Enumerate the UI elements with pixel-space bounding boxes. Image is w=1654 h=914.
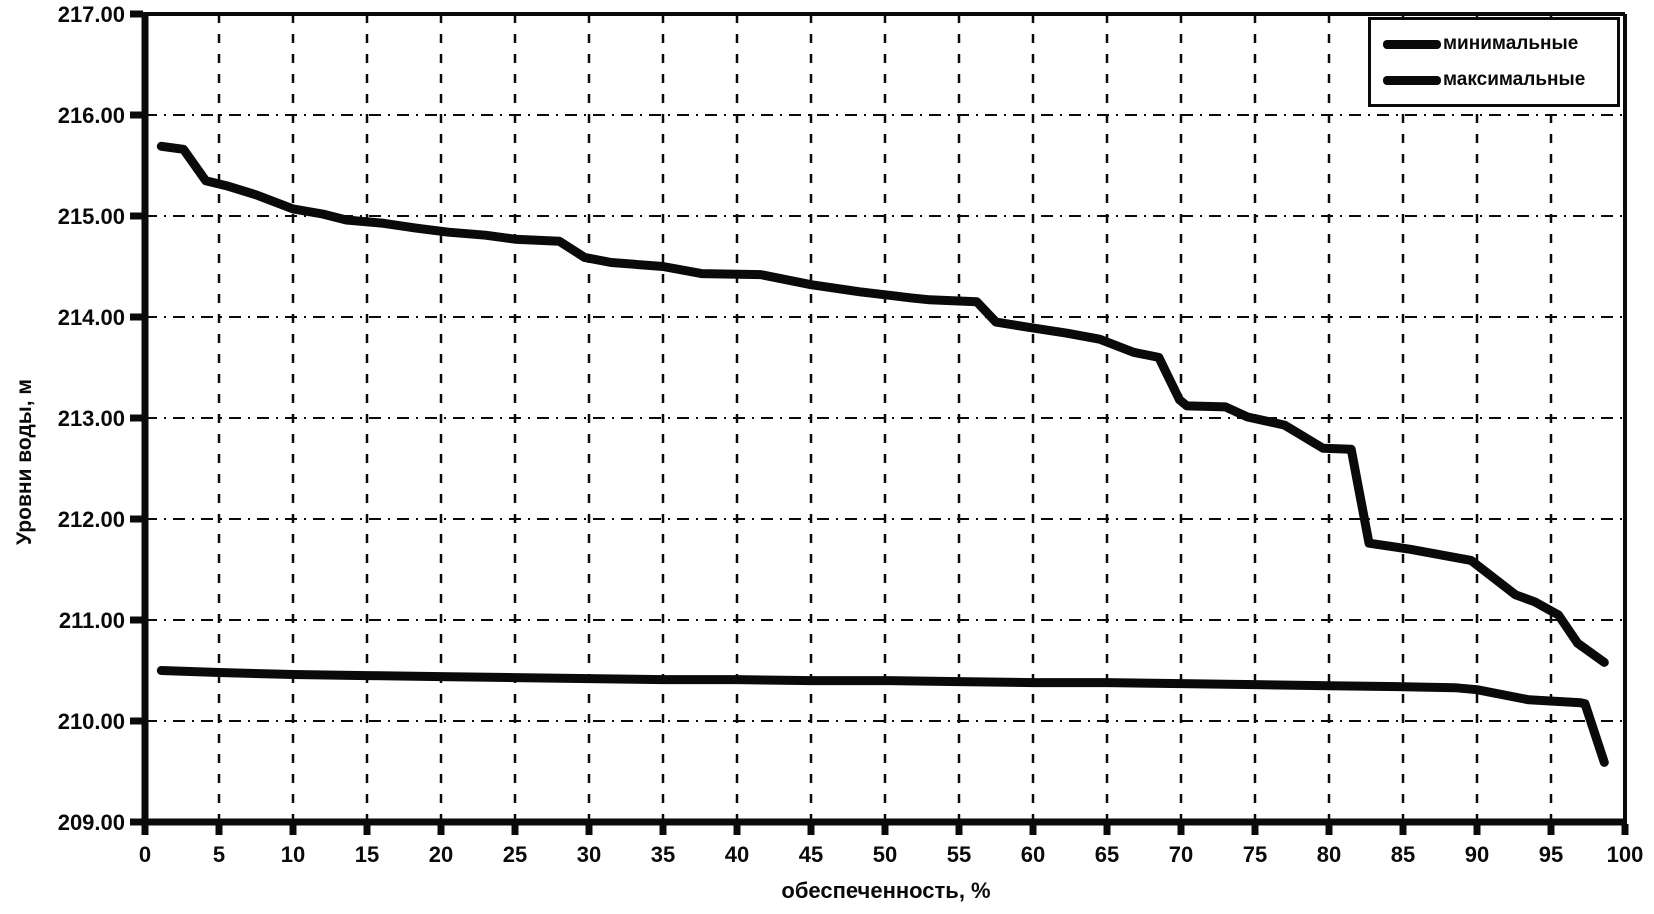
x-tick-label: 5 bbox=[213, 842, 225, 867]
x-tick-mark bbox=[215, 824, 223, 835]
x-tick-label: 55 bbox=[947, 842, 971, 867]
x-tick-mark bbox=[807, 824, 815, 835]
x-tick-label: 45 bbox=[799, 842, 823, 867]
x-tick-label: 60 bbox=[1021, 842, 1045, 867]
y-tick-label: 213.00 bbox=[58, 406, 125, 431]
y-tick-mark bbox=[130, 111, 143, 119]
series-line-minimum bbox=[156, 666, 1609, 767]
y-tick-label: 217.00 bbox=[58, 2, 125, 27]
y-tick-label: 210.00 bbox=[58, 709, 125, 734]
legend-item-minimum: минимальные bbox=[1383, 33, 1617, 55]
x-tick-label: 10 bbox=[281, 842, 305, 867]
x-tick-mark bbox=[1029, 824, 1037, 835]
legend-label-maximum: максимальные bbox=[1443, 69, 1586, 90]
x-tick-mark bbox=[659, 824, 667, 835]
y-tick-mark bbox=[130, 717, 143, 725]
x-tick-label: 25 bbox=[503, 842, 527, 867]
x-tick-mark bbox=[511, 824, 519, 835]
x-tick-label: 65 bbox=[1095, 842, 1119, 867]
x-tick-mark bbox=[733, 824, 741, 835]
legend: минимальные максимальные bbox=[1368, 17, 1620, 107]
series-line-maximum bbox=[156, 141, 1609, 667]
x-tick-mark bbox=[1325, 824, 1333, 835]
x-tick-mark bbox=[1473, 824, 1481, 835]
x-tick-mark bbox=[363, 824, 371, 835]
x-tick-label: 20 bbox=[429, 842, 453, 867]
x-tick-label: 35 bbox=[651, 842, 675, 867]
y-tick-label: 215.00 bbox=[58, 204, 125, 229]
y-tick-mark bbox=[130, 818, 143, 826]
x-tick-label: 50 bbox=[873, 842, 897, 867]
x-tick-label: 95 bbox=[1539, 842, 1563, 867]
y-tick-label: 216.00 bbox=[58, 103, 125, 128]
x-tick-label: 90 bbox=[1465, 842, 1489, 867]
legend-line-swatch-minimum bbox=[1383, 39, 1441, 49]
y-tick-label: 212.00 bbox=[58, 507, 125, 532]
y-tick-label: 209.00 bbox=[58, 810, 125, 835]
y-tick-label: 211.00 bbox=[59, 608, 125, 633]
x-tick-label: 40 bbox=[725, 842, 749, 867]
x-tick-label: 15 bbox=[355, 842, 379, 867]
legend-label-minimum: минимальные bbox=[1443, 33, 1579, 54]
x-axis-title: обеспеченность, % bbox=[781, 878, 991, 903]
y-tick-mark bbox=[130, 515, 143, 523]
x-tick-label: 75 bbox=[1243, 842, 1267, 867]
legend-item-maximum: максимальные bbox=[1383, 69, 1617, 91]
y-tick-mark bbox=[130, 313, 143, 321]
x-tick-label: 80 bbox=[1317, 842, 1341, 867]
x-tick-mark bbox=[437, 824, 445, 835]
x-tick-label: 100 bbox=[1607, 842, 1644, 867]
legend-line-swatch-maximum bbox=[1383, 75, 1441, 85]
y-tick-mark bbox=[130, 616, 143, 624]
x-tick-mark bbox=[141, 824, 149, 835]
x-tick-mark bbox=[881, 824, 889, 835]
x-tick-mark bbox=[1547, 824, 1555, 835]
x-tick-label: 85 bbox=[1391, 842, 1415, 867]
x-tick-mark bbox=[955, 824, 963, 835]
x-tick-mark bbox=[1399, 824, 1407, 835]
x-tick-mark bbox=[1103, 824, 1111, 835]
x-tick-mark bbox=[289, 824, 297, 835]
x-tick-mark bbox=[585, 824, 593, 835]
x-tick-mark bbox=[1251, 824, 1259, 835]
y-tick-mark bbox=[130, 10, 143, 18]
y-tick-label: 214.00 bbox=[58, 305, 125, 330]
x-tick-mark bbox=[1621, 824, 1629, 835]
x-tick-mark bbox=[1177, 824, 1185, 835]
y-tick-mark bbox=[130, 414, 143, 422]
x-tick-label: 0 bbox=[139, 842, 151, 867]
y-axis-title: Уровни воды, м bbox=[13, 379, 36, 545]
x-tick-label: 30 bbox=[577, 842, 601, 867]
x-tick-label: 70 bbox=[1169, 842, 1193, 867]
y-tick-mark bbox=[130, 212, 143, 220]
